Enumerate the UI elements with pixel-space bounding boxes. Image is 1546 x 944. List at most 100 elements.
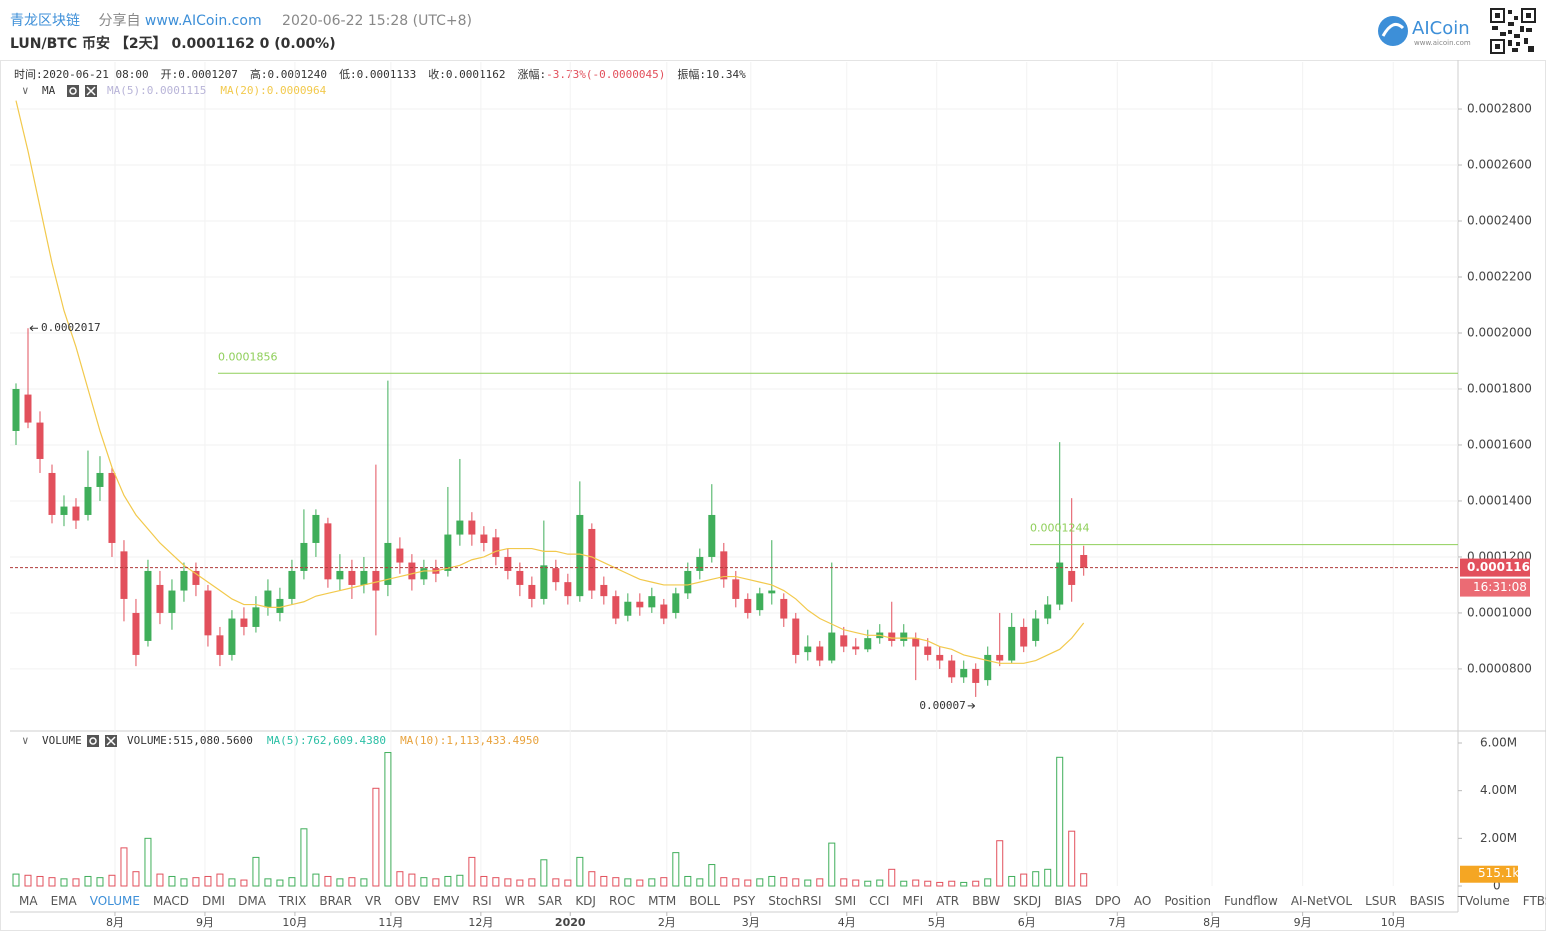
volume-bar — [204, 875, 212, 887]
candle-body — [912, 638, 920, 647]
volume-bar — [756, 878, 764, 887]
indicator-tab[interactable]: MFI — [902, 894, 924, 908]
indicator-tab[interactable]: DPO — [1094, 894, 1121, 908]
volume-bar — [1068, 830, 1076, 887]
qr-code — [1490, 8, 1536, 54]
volume-bar — [612, 877, 620, 887]
x-tick-label: 2020 — [555, 916, 586, 929]
candle-body — [312, 514, 320, 543]
indicator-tab[interactable]: BIAS — [1054, 894, 1082, 908]
indicator-tab[interactable]: MACD — [152, 894, 189, 908]
volume-bar — [348, 877, 356, 887]
indicator-tab[interactable]: VOLUME — [89, 894, 140, 908]
indicator-tab[interactable]: RSI — [472, 894, 492, 908]
indicator-tab[interactable]: ROC — [608, 894, 636, 908]
x-tick-label: 11月 — [378, 916, 403, 929]
volume-bar — [504, 878, 512, 887]
candle-body — [636, 601, 644, 608]
candle-body — [984, 654, 992, 681]
candle-body — [84, 486, 92, 515]
legend-toggle: ∨ — [22, 734, 29, 747]
indicator-tab[interactable]: TRIX — [278, 894, 307, 908]
indicator-tab[interactable]: WR — [504, 894, 525, 908]
indicator-tab[interactable]: CCI — [869, 894, 890, 908]
candle-body — [300, 542, 308, 571]
indicator-tab[interactable]: OBV — [394, 894, 421, 908]
indicator-tab[interactable]: SKDJ — [1013, 894, 1042, 908]
candle-body — [972, 668, 980, 683]
site-name[interactable]: 青龙区块链 — [10, 13, 80, 29]
volume-bar — [48, 877, 56, 887]
volume-bar — [360, 878, 368, 887]
exchange: 币安 — [82, 36, 110, 52]
indicator-tab[interactable]: StochRSI — [768, 894, 822, 908]
indicator-tab[interactable]: ATR — [936, 894, 960, 908]
indicator-tab[interactable]: LSUR — [1365, 894, 1397, 908]
indicator-tab[interactable]: PSY — [733, 894, 756, 908]
indicator-tab[interactable]: TVolume — [1457, 894, 1510, 908]
indicator-tab[interactable]: DMA — [238, 894, 266, 908]
volume-bar — [12, 873, 20, 887]
ma-line — [15, 100, 1085, 664]
indicator-tab[interactable]: EMA — [50, 894, 77, 908]
candle-body — [516, 570, 524, 585]
indicator-tab[interactable]: BOLL — [689, 894, 721, 908]
candle-body — [336, 570, 344, 580]
x-tick-label: 7月 — [1108, 916, 1126, 929]
candle-body — [288, 570, 296, 599]
volume-bar — [228, 878, 236, 887]
last-price-label: 0.0001162 — [1467, 560, 1538, 574]
indicator-tab[interactable]: SMI — [834, 894, 857, 908]
volume-bar — [168, 875, 176, 887]
indicator-tab[interactable]: MTM — [648, 894, 677, 908]
header-row: 青龙区块链 分享自 www.AICoin.com 2020-06-22 15:2… — [10, 10, 472, 30]
indicator-tab[interactable]: MA — [19, 894, 38, 908]
indicator-tab[interactable]: VR — [364, 894, 382, 908]
volume-bar — [876, 879, 884, 887]
volume-bar — [1044, 868, 1052, 887]
indicator-tab[interactable]: BASIS — [1409, 894, 1445, 908]
candle-body — [732, 579, 740, 599]
volume-bar — [288, 877, 296, 887]
indicator-tab[interactable]: Position — [1164, 894, 1212, 908]
volume-last-label: 515.1k — [1478, 866, 1519, 880]
info-change-value: -3.73%(-0.0000045) — [546, 68, 666, 81]
candle-body — [12, 388, 20, 431]
price-line-label: 0.0001856 — [218, 350, 278, 363]
indicator-tab[interactable]: AO — [1133, 894, 1152, 908]
indicator-tab[interactable]: KDJ — [575, 894, 596, 908]
x-tick-label: 4月 — [838, 916, 856, 929]
volume-bar — [516, 879, 524, 887]
indicator-tab[interactable]: SAR — [537, 894, 563, 908]
volume-bar — [564, 879, 572, 887]
max-arrow — [29, 325, 38, 332]
volume-bar — [696, 878, 704, 887]
indicator-tab[interactable]: BRAR — [319, 894, 352, 908]
share-url[interactable]: www.AICoin.com — [144, 13, 262, 29]
indicator-tab[interactable]: Fundflow — [1224, 894, 1278, 908]
candle-body — [588, 528, 596, 591]
settings-icon — [87, 735, 99, 747]
last-price-box — [1460, 558, 1530, 577]
candle-body — [204, 590, 212, 636]
legend-value: MA(5):762,609.4380 — [267, 734, 386, 747]
indicator-tab[interactable]: BBW — [972, 894, 1001, 908]
close-icon — [105, 735, 117, 747]
indicator-tab[interactable]: EMV — [433, 894, 460, 908]
close-x — [86, 86, 96, 96]
volume-bar — [72, 878, 80, 887]
volume-bar — [84, 875, 92, 887]
indicator-tab[interactable]: FTBS — [1522, 894, 1546, 908]
candle-body — [660, 604, 668, 619]
indicator-tab[interactable]: DMI — [201, 894, 226, 908]
y-tick-label: 0.0002600 — [1467, 158, 1532, 172]
candle-body — [456, 520, 464, 535]
candle-body — [864, 638, 872, 650]
indicator-tab[interactable]: AI-NetVOL — [1290, 894, 1353, 908]
volume-bar — [744, 879, 752, 887]
candle-body — [900, 632, 908, 641]
candle-body — [1020, 626, 1028, 647]
y-tick-label: 0.0002000 — [1467, 325, 1532, 339]
